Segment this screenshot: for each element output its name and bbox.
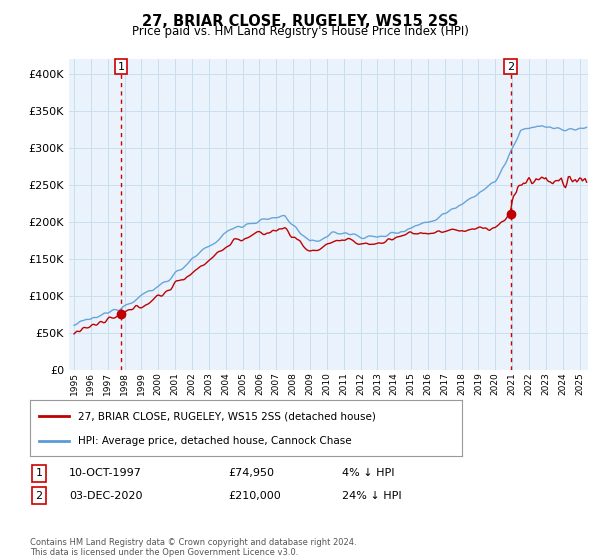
Text: 27, BRIAR CLOSE, RUGELEY, WS15 2SS: 27, BRIAR CLOSE, RUGELEY, WS15 2SS — [142, 14, 458, 29]
Text: 1: 1 — [118, 62, 124, 72]
Text: Price paid vs. HM Land Registry's House Price Index (HPI): Price paid vs. HM Land Registry's House … — [131, 25, 469, 38]
Text: £210,000: £210,000 — [228, 491, 281, 501]
Text: 24% ↓ HPI: 24% ↓ HPI — [342, 491, 401, 501]
Text: £74,950: £74,950 — [228, 468, 274, 478]
Text: 2: 2 — [507, 62, 514, 72]
Text: HPI: Average price, detached house, Cannock Chase: HPI: Average price, detached house, Cann… — [77, 436, 351, 446]
Text: 10-OCT-1997: 10-OCT-1997 — [69, 468, 142, 478]
Text: 2: 2 — [35, 491, 43, 501]
Text: 27, BRIAR CLOSE, RUGELEY, WS15 2SS (detached house): 27, BRIAR CLOSE, RUGELEY, WS15 2SS (deta… — [77, 411, 376, 421]
Text: Contains HM Land Registry data © Crown copyright and database right 2024.
This d: Contains HM Land Registry data © Crown c… — [30, 538, 356, 557]
Text: 4% ↓ HPI: 4% ↓ HPI — [342, 468, 395, 478]
Text: 03-DEC-2020: 03-DEC-2020 — [69, 491, 143, 501]
Text: 1: 1 — [35, 468, 43, 478]
